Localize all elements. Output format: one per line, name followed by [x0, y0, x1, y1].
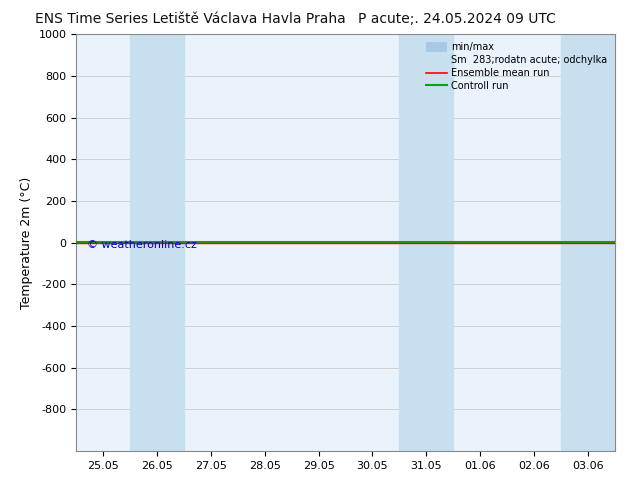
Bar	[561, 34, 615, 451]
Text: P acute;. 24.05.2024 09 UTC: P acute;. 24.05.2024 09 UTC	[358, 12, 555, 26]
Text: © weatheronline.cz: © weatheronline.cz	[87, 240, 197, 249]
Bar	[130, 34, 184, 451]
Legend: min/max, Sm  283;rodatn acute; odchylka, Ensemble mean run, Controll run: min/max, Sm 283;rodatn acute; odchylka, …	[423, 39, 610, 94]
Y-axis label: Temperature 2m (°C): Temperature 2m (°C)	[20, 176, 33, 309]
Text: ENS Time Series Letiště Václava Havla Praha: ENS Time Series Letiště Václava Havla Pr…	[35, 12, 346, 26]
Bar	[399, 34, 453, 451]
